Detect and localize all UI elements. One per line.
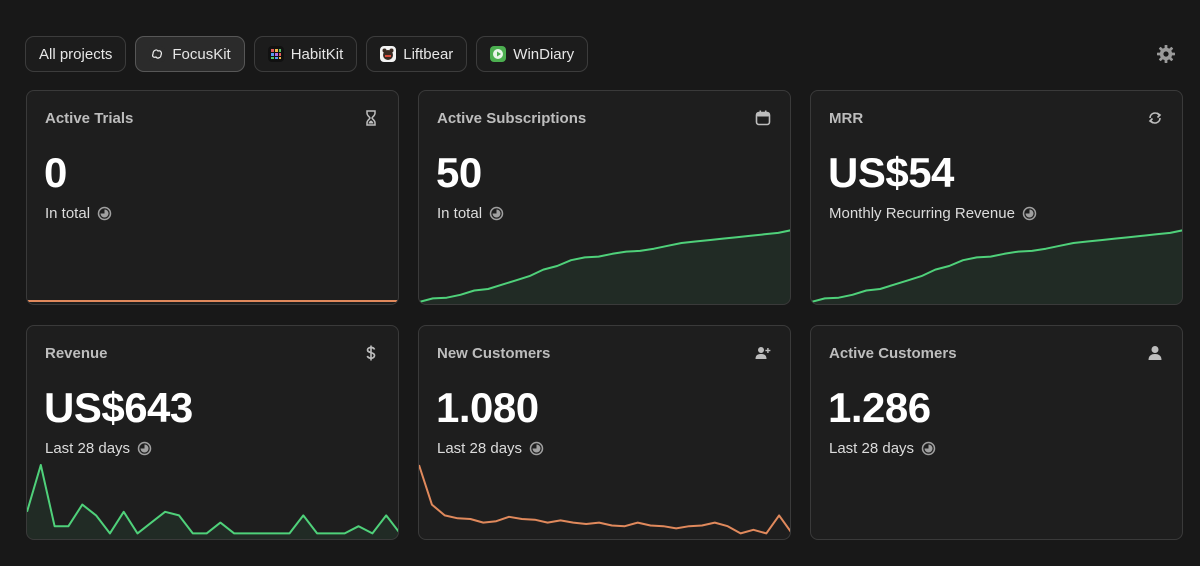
card-active-subscriptions[interactable]: Active Subscriptions 50 In total bbox=[418, 90, 791, 305]
card-title: Revenue bbox=[45, 345, 108, 362]
card-subtitle-text: Last 28 days bbox=[45, 440, 131, 457]
calendar-icon bbox=[755, 110, 771, 126]
card-value: US$54 bbox=[828, 149, 954, 196]
gear-icon[interactable] bbox=[1156, 44, 1176, 64]
card-subtitle-text: Last 28 days bbox=[829, 440, 915, 457]
tab-label: FocusKit bbox=[172, 45, 231, 63]
card-subtitle: Last 28 days bbox=[45, 440, 152, 457]
progress-circle-icon[interactable] bbox=[1022, 206, 1037, 221]
sparkline-line bbox=[419, 464, 790, 535]
card-new-customers[interactable]: New Customers 1.080 Last 28 days bbox=[418, 325, 791, 540]
sparkline-chart bbox=[811, 229, 1182, 304]
card-subtitle-text: Monthly Recurring Revenue bbox=[829, 205, 1015, 222]
card-title: MRR bbox=[829, 110, 864, 127]
tab-liftbear[interactable]: Liftbear bbox=[366, 36, 468, 72]
tab-label: All projects bbox=[39, 45, 113, 63]
tab-habitkit[interactable]: HabitKit bbox=[253, 36, 358, 72]
dollar-icon bbox=[366, 345, 376, 361]
sparkline-line bbox=[811, 229, 1182, 303]
add-user-icon bbox=[755, 347, 771, 359]
user-icon bbox=[1148, 346, 1162, 360]
progress-circle-icon[interactable] bbox=[921, 441, 936, 456]
project-tabs: All projects FocusKit HabitKit Liftbear bbox=[25, 36, 589, 72]
sparkline-line bbox=[419, 229, 790, 303]
sparkline-chart bbox=[27, 300, 398, 302]
brain-icon bbox=[149, 46, 166, 62]
card-subtitle: Monthly Recurring Revenue bbox=[829, 205, 1037, 222]
card-title: New Customers bbox=[437, 345, 551, 362]
card-subtitle-text: In total bbox=[437, 205, 483, 222]
tab-all-projects[interactable]: All projects bbox=[25, 36, 127, 72]
card-mrr[interactable]: MRR US$54 Monthly Recurring Revenue bbox=[810, 90, 1183, 305]
play-icon bbox=[490, 46, 507, 62]
card-value: 1.080 bbox=[436, 384, 539, 431]
progress-circle-icon[interactable] bbox=[97, 206, 112, 221]
sparkline-chart bbox=[27, 464, 398, 539]
progress-circle-icon[interactable] bbox=[137, 441, 152, 456]
card-active-customers[interactable]: Active Customers 1.286 Last 28 days bbox=[810, 325, 1183, 540]
card-title: Active Trials bbox=[45, 110, 134, 127]
hourglass-icon bbox=[366, 110, 376, 126]
sparkline-chart bbox=[419, 464, 790, 535]
card-value: 0 bbox=[44, 149, 67, 196]
card-subtitle: In total bbox=[45, 205, 112, 222]
sparkline-area bbox=[419, 230, 790, 304]
bear-icon bbox=[380, 46, 397, 62]
sparkline-area bbox=[27, 465, 398, 539]
sparkline-area bbox=[811, 230, 1182, 304]
sparkline-line bbox=[27, 464, 398, 535]
card-title: Active Subscriptions bbox=[437, 110, 587, 127]
progress-circle-icon[interactable] bbox=[489, 206, 504, 221]
card-subtitle: Last 28 days bbox=[829, 440, 936, 457]
card-subtitle: In total bbox=[437, 205, 504, 222]
card-subtitle: Last 28 days bbox=[437, 440, 544, 457]
tab-label: Liftbear bbox=[403, 45, 454, 63]
card-value: US$643 bbox=[44, 384, 193, 431]
sparkline-chart bbox=[419, 229, 790, 304]
habit-grid-icon bbox=[267, 46, 284, 62]
progress-circle-icon[interactable] bbox=[529, 441, 544, 456]
card-revenue[interactable]: Revenue US$643 Last 28 days bbox=[26, 325, 399, 540]
refresh-icon bbox=[1148, 112, 1162, 124]
card-subtitle-text: In total bbox=[45, 205, 91, 222]
card-title: Active Customers bbox=[829, 345, 957, 362]
card-active-trials[interactable]: Active Trials 0 In total bbox=[26, 90, 399, 305]
tab-label: HabitKit bbox=[290, 45, 344, 63]
tab-label: WinDiary bbox=[513, 45, 575, 63]
card-value: 50 bbox=[436, 149, 482, 196]
tab-focuskit[interactable]: FocusKit bbox=[135, 36, 245, 72]
tab-windiary[interactable]: WinDiary bbox=[476, 36, 589, 72]
card-value: 1.286 bbox=[828, 384, 931, 431]
card-subtitle-text: Last 28 days bbox=[437, 440, 523, 457]
